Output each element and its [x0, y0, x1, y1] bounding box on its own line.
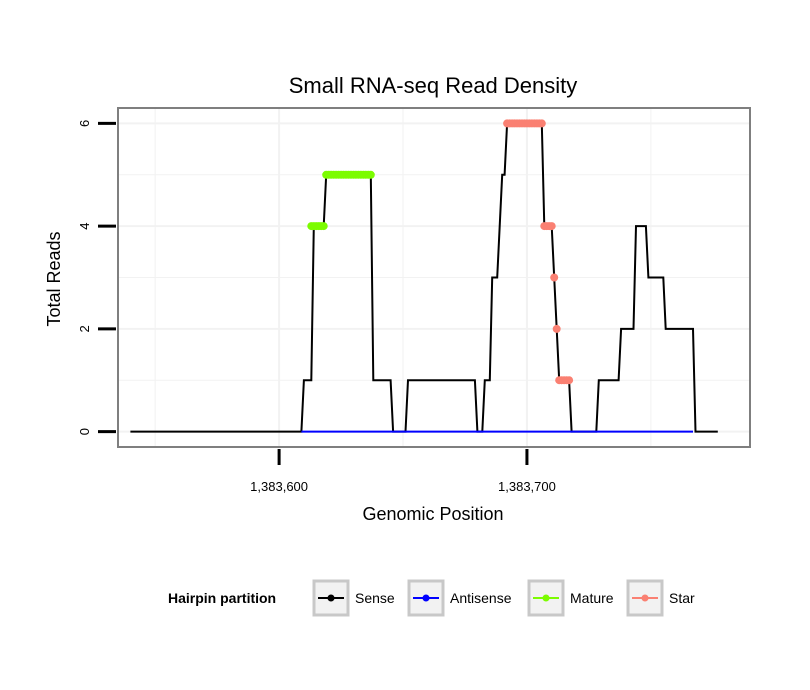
star-point [547, 222, 556, 231]
legend-label: Antisense [450, 590, 512, 606]
legend-key-point [327, 594, 335, 602]
legend-title: Hairpin partition [168, 590, 276, 606]
y-tick-label: 4 [77, 223, 92, 230]
legend-entry-antisense: Antisense [407, 579, 512, 617]
y-tick-label: 0 [77, 428, 92, 435]
star-point [552, 324, 561, 333]
legend-entry-star: Star [626, 579, 695, 617]
x-tick-label: 1,383,700 [498, 479, 556, 494]
legend-entry-sense: Sense [312, 579, 395, 617]
mature-point [366, 170, 375, 179]
x-tick-label: 1,383,600 [250, 479, 308, 494]
legend-label: Mature [570, 590, 614, 606]
star-point [550, 273, 559, 282]
axes: 0 2 4 6 1,383,600 1,383,700 [77, 120, 556, 494]
chart-title: Small RNA-seq Read Density [289, 73, 578, 98]
star-point [537, 119, 546, 128]
x-axis-label: Genomic Position [362, 504, 503, 524]
legend-entry-mature: Mature [527, 579, 614, 617]
plot-panel-border [117, 107, 751, 448]
star-points [503, 119, 574, 385]
legend-key-point [641, 594, 649, 602]
legend-label: Sense [355, 590, 395, 606]
mature-points [307, 170, 375, 231]
legend: Hairpin partition Sense Antisense Mature St… [168, 579, 695, 617]
y-tick-label: 2 [77, 325, 92, 332]
legend-key-point [542, 594, 550, 602]
star-point [565, 376, 574, 385]
legend-key-point [422, 594, 430, 602]
y-axis-label: Total Reads [44, 231, 64, 326]
legend-label: Star [669, 590, 695, 606]
y-tick-label: 6 [77, 120, 92, 127]
series-layer [130, 119, 718, 433]
mature-point [319, 222, 328, 231]
